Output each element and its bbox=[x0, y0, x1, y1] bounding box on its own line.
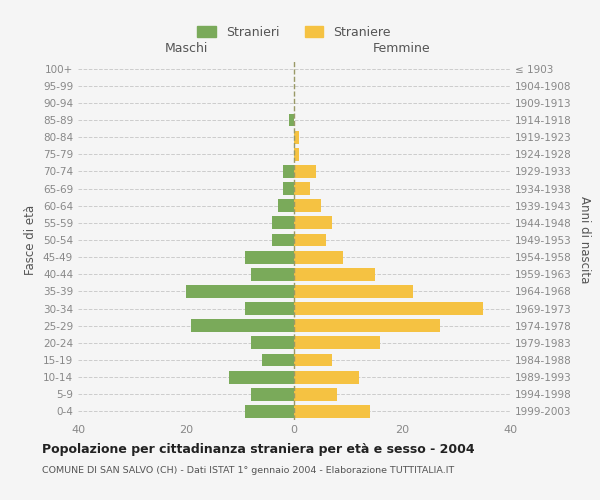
Bar bbox=[294, 405, 370, 418]
Bar bbox=[283, 182, 294, 195]
Bar bbox=[294, 182, 310, 195]
Bar bbox=[294, 285, 413, 298]
Bar bbox=[251, 268, 294, 280]
Bar bbox=[294, 268, 375, 280]
Bar bbox=[294, 354, 332, 366]
Text: Maschi: Maschi bbox=[164, 42, 208, 55]
Y-axis label: Fasce di età: Fasce di età bbox=[25, 205, 37, 275]
Bar bbox=[294, 302, 483, 315]
Bar bbox=[294, 148, 299, 160]
Legend: Stranieri, Straniere: Stranieri, Straniere bbox=[191, 20, 397, 45]
Bar bbox=[278, 200, 294, 212]
Bar bbox=[294, 388, 337, 400]
Bar bbox=[245, 405, 294, 418]
Bar bbox=[294, 200, 321, 212]
Bar bbox=[245, 250, 294, 264]
Bar bbox=[294, 250, 343, 264]
Text: COMUNE DI SAN SALVO (CH) - Dati ISTAT 1° gennaio 2004 - Elaborazione TUTTITALIA.: COMUNE DI SAN SALVO (CH) - Dati ISTAT 1°… bbox=[42, 466, 454, 475]
Bar bbox=[294, 336, 380, 349]
Bar bbox=[272, 234, 294, 246]
Bar bbox=[283, 165, 294, 178]
Bar bbox=[191, 320, 294, 332]
Bar bbox=[294, 370, 359, 384]
Bar bbox=[251, 336, 294, 349]
Bar bbox=[294, 234, 326, 246]
Text: Femmine: Femmine bbox=[373, 42, 431, 55]
Bar bbox=[186, 285, 294, 298]
Text: Popolazione per cittadinanza straniera per età e sesso - 2004: Popolazione per cittadinanza straniera p… bbox=[42, 442, 475, 456]
Bar bbox=[245, 302, 294, 315]
Bar bbox=[294, 130, 299, 143]
Bar bbox=[262, 354, 294, 366]
Bar bbox=[251, 388, 294, 400]
Bar bbox=[289, 114, 294, 126]
Bar bbox=[294, 320, 440, 332]
Bar bbox=[272, 216, 294, 230]
Bar bbox=[294, 216, 332, 230]
Y-axis label: Anni di nascita: Anni di nascita bbox=[578, 196, 591, 284]
Bar bbox=[294, 165, 316, 178]
Bar bbox=[229, 370, 294, 384]
